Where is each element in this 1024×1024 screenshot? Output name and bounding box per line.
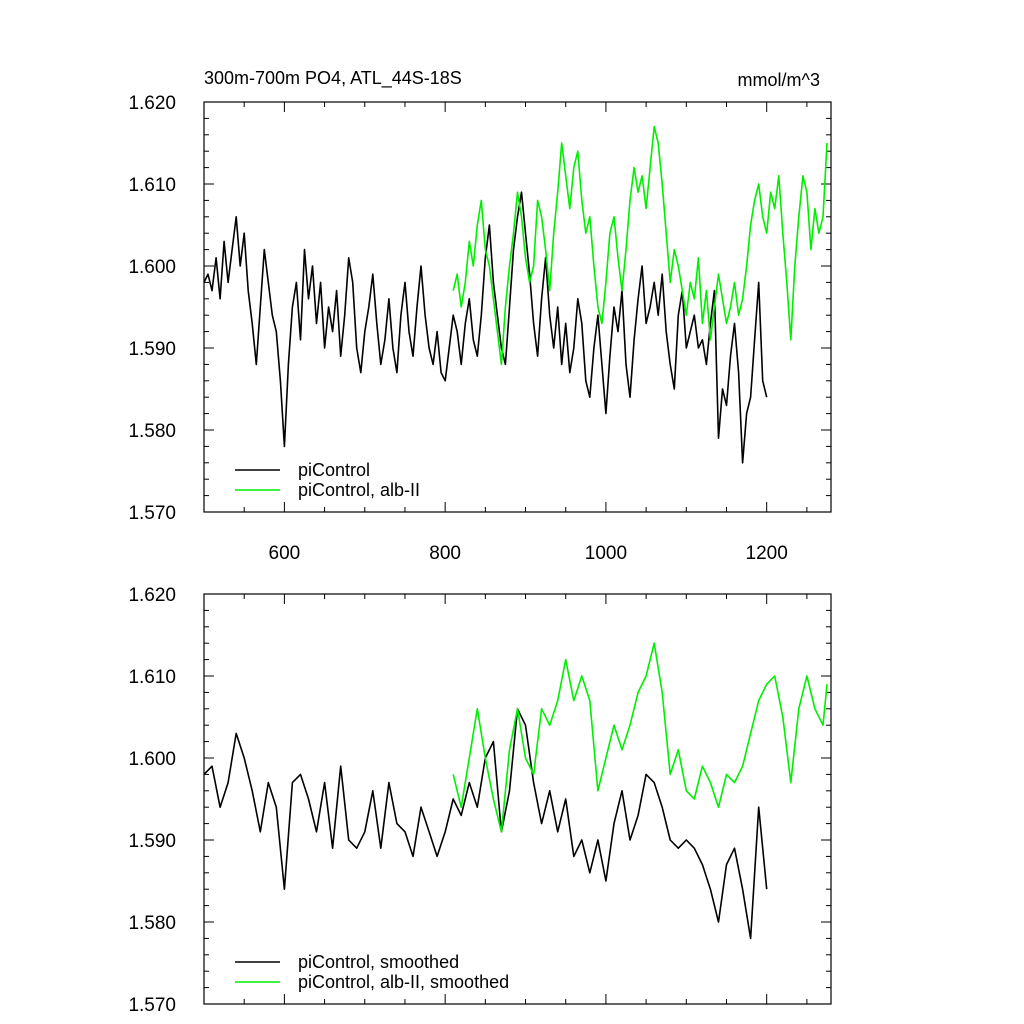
bottom-chart-panel: 1.570 1.580 1.590 1.600 1.610 1.620 piControl…: [128, 585, 832, 1016]
y-tick-label: 1.610: [128, 175, 176, 196]
chart-title: 300m-700m PO4, ATL_44S-18S: [204, 68, 462, 89]
series-lines: [203, 125, 828, 464]
y-tick-label: 1.620: [128, 585, 176, 606]
plot-frame: [203, 593, 832, 1005]
y-tick-label: 1.610: [128, 667, 176, 688]
y-tick-label: 1.590: [128, 831, 176, 852]
y-tick-label: 1.600: [128, 749, 176, 770]
series-line-alb-II: [452, 125, 828, 366]
legend: piControl, smoothed piControl, alb-II, s…: [235, 952, 509, 992]
legend-label-piControl: piControl: [298, 460, 370, 480]
y-tick-label: 1.580: [128, 421, 176, 442]
legend-label-alb-II: piControl, alb-II: [298, 480, 420, 500]
axis-ticks: [203, 593, 831, 1005]
series-line-piControl: [203, 191, 768, 464]
axis-ticks: [203, 101, 831, 513]
series-line-piControl: [203, 708, 768, 940]
y-tick-label: 1.620: [128, 93, 176, 114]
y-tick-label: 1.580: [128, 913, 176, 934]
x-tick-label: 1200: [746, 543, 788, 564]
legend: piControl piControl, alb-II: [235, 460, 420, 500]
y-tick-label: 1.590: [128, 339, 176, 360]
top-chart-panel: 300m-700m PO4, ATL_44S-18S mmol/m^3 1.57…: [128, 68, 832, 564]
plot-frame: [203, 101, 832, 513]
series-line-alb-II: [452, 642, 828, 833]
unit-label: mmol/m^3: [738, 70, 820, 90]
legend-label-piControl-smoothed: piControl, smoothed: [298, 952, 459, 972]
x-tick-label: 1000: [585, 543, 627, 564]
y-tick-label: 1.600: [128, 257, 176, 278]
x-axis-tick-labels: 600 800 1000 1200: [269, 543, 788, 564]
x-tick-label: 600: [269, 543, 301, 564]
legend-label-alb-II-smoothed: piControl, alb-II, smoothed: [298, 972, 509, 992]
x-tick-label: 800: [429, 543, 461, 564]
y-axis-tick-labels: 1.570 1.580 1.590 1.600 1.610 1.620: [128, 585, 176, 1016]
y-tick-label: 1.570: [128, 995, 176, 1016]
y-tick-label: 1.570: [128, 503, 176, 524]
y-axis-tick-labels: 1.570 1.580 1.590 1.600 1.610 1.620: [128, 93, 176, 524]
series-lines: [203, 642, 828, 940]
